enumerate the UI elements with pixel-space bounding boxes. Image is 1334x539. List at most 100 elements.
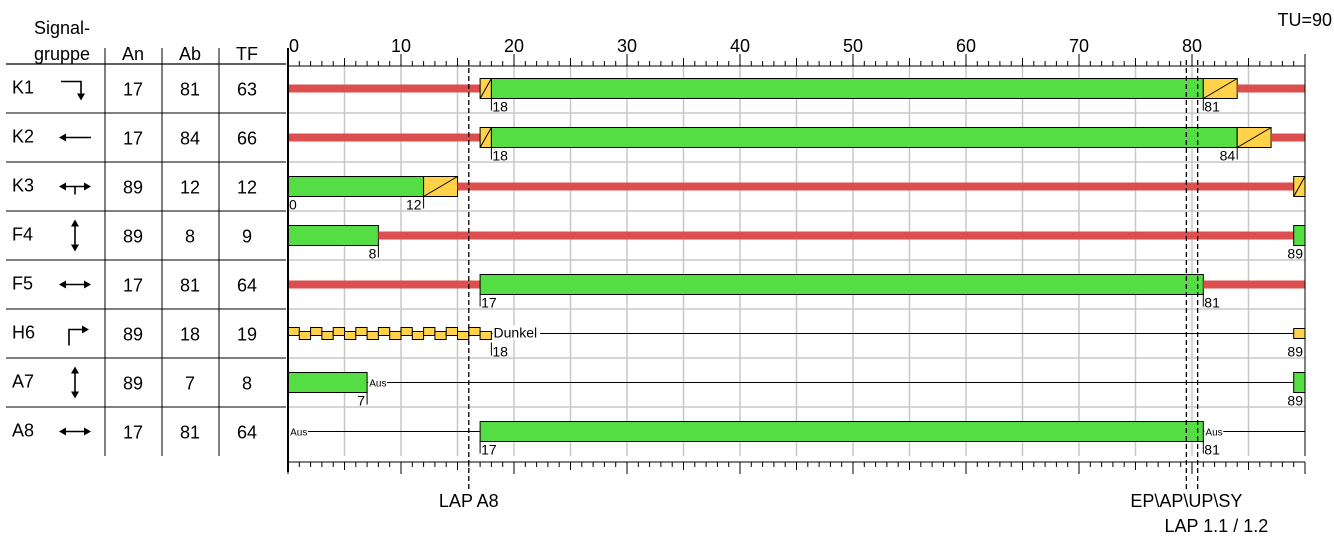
phase-diagonal (1236, 127, 1272, 148)
green-phase (1293, 225, 1306, 246)
boundary-label: 8 (369, 246, 377, 262)
green-end: 84 (180, 129, 200, 149)
x-tick-label: 70 (1069, 36, 1089, 56)
green-start: 89 (123, 374, 143, 394)
flash-pulse (321, 331, 334, 340)
group-name: A7 (12, 372, 34, 392)
x-tick-label: 10 (391, 36, 411, 56)
green-start: 17 (123, 80, 143, 100)
arrow-head (84, 427, 91, 436)
green-time: 9 (242, 227, 252, 247)
state-label-bg (1204, 425, 1224, 437)
boundary-label: 18 (492, 344, 508, 360)
boundary-label: 0 (289, 197, 297, 213)
green-time: 64 (237, 423, 257, 443)
green-phase (479, 421, 1204, 442)
red-phase (457, 182, 1294, 191)
arrow-head (71, 219, 79, 227)
phase-diagonal (423, 176, 458, 197)
red-phase (288, 84, 481, 93)
arrow-head (59, 182, 66, 191)
phase-diagonal (479, 78, 492, 99)
markers: LAP A8 EP\AP\UP\SY LAP 1.1 / 1.2 (439, 60, 1268, 536)
arrow-head (71, 244, 79, 252)
group-name: A8 (12, 421, 34, 441)
arrow-head (59, 280, 66, 289)
header-tf: TF (236, 44, 258, 64)
state-label: Dunkel (494, 325, 538, 341)
flash-pulse (287, 327, 300, 336)
green-phase (287, 225, 379, 246)
flash-pulse (468, 327, 481, 336)
green-phase (287, 372, 368, 393)
flash-pulse (445, 327, 459, 336)
phase-diagonal (1203, 78, 1238, 99)
green-start: 17 (123, 276, 143, 296)
marker-label: LAP A8 (439, 491, 499, 511)
green-time: 64 (237, 276, 257, 296)
red-phase (288, 280, 481, 289)
green-phase (490, 78, 1204, 99)
arrow-head (59, 427, 66, 436)
flash-pulse (479, 331, 492, 340)
phase-diagonal (1293, 176, 1306, 197)
marker-sublabel: LAP 1.1 / 1.2 (1164, 516, 1268, 536)
header-signal-line1: Signal- (34, 18, 90, 38)
arrow-path (68, 328, 85, 346)
arrow-head (77, 93, 85, 101)
green-end: 81 (180, 276, 200, 296)
signal-table: Signal- gruppe An Ab TF TU=90 (34, 10, 1332, 64)
state-label-bg (368, 376, 388, 388)
green-end: 18 (180, 325, 200, 345)
boundary-label: 89 (1287, 246, 1303, 262)
state-label: Aus (290, 428, 307, 439)
green-start: 17 (123, 423, 143, 443)
arrow-left-right-icon (59, 280, 91, 289)
green-end: 81 (180, 423, 200, 443)
flash-pulse (457, 331, 470, 340)
green-phase (1293, 372, 1306, 393)
arrow-head (84, 280, 91, 289)
red-phase (378, 231, 1294, 240)
group-name: K1 (12, 78, 34, 98)
boundary-label: 89 (1287, 393, 1303, 409)
flash-pulse (389, 331, 402, 340)
green-start: 17 (123, 129, 143, 149)
group-name: F4 (12, 225, 33, 245)
red-phase (1203, 280, 1305, 289)
flash-pulse (344, 331, 357, 340)
state-label-bg (492, 325, 541, 340)
green-start: 89 (123, 227, 143, 247)
arrow-left-icon (59, 133, 91, 142)
green-end: 8 (185, 227, 195, 247)
state-label-bg (289, 425, 308, 437)
arrow-head (82, 325, 89, 334)
boundary-label: 18 (492, 148, 508, 164)
arrow-head (59, 133, 66, 142)
arrow-left-right-up-icon (59, 182, 91, 195)
boundary-label: 81 (1204, 99, 1220, 115)
boundary-label: 17 (481, 295, 497, 311)
boundary-label: 84 (1220, 148, 1236, 164)
arrow-head (71, 366, 79, 374)
grid (288, 64, 1305, 456)
green-phase (479, 274, 1204, 295)
arrow-up-down-icon (71, 366, 79, 399)
timing-bars: 18 81 18 84 0 12 8 89 17 81 18 89 Dunkel 7 89 Aus 17 81 Au… (287, 78, 1306, 458)
amber-phase (1293, 328, 1306, 339)
flash-pulse (332, 327, 346, 336)
time-axes: 0 10 20 30 40 50 60 70 80 (287, 36, 1306, 474)
red-phase (288, 133, 481, 142)
arrow-path (61, 80, 82, 99)
green-end: 12 (180, 178, 200, 198)
arrow-head (84, 182, 91, 191)
flash-pulse (411, 331, 425, 340)
x-tick-label: 20 (504, 36, 524, 56)
flash-pulse (298, 331, 312, 340)
green-time: 66 (237, 129, 257, 149)
group-name: F5 (12, 274, 33, 294)
cycle-time-label: TU=90 (1277, 10, 1332, 30)
